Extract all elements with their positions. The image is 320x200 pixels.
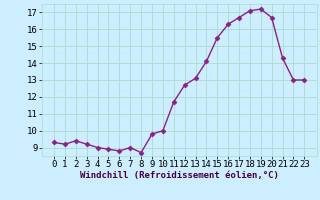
X-axis label: Windchill (Refroidissement éolien,°C): Windchill (Refroidissement éolien,°C) [80,171,279,180]
